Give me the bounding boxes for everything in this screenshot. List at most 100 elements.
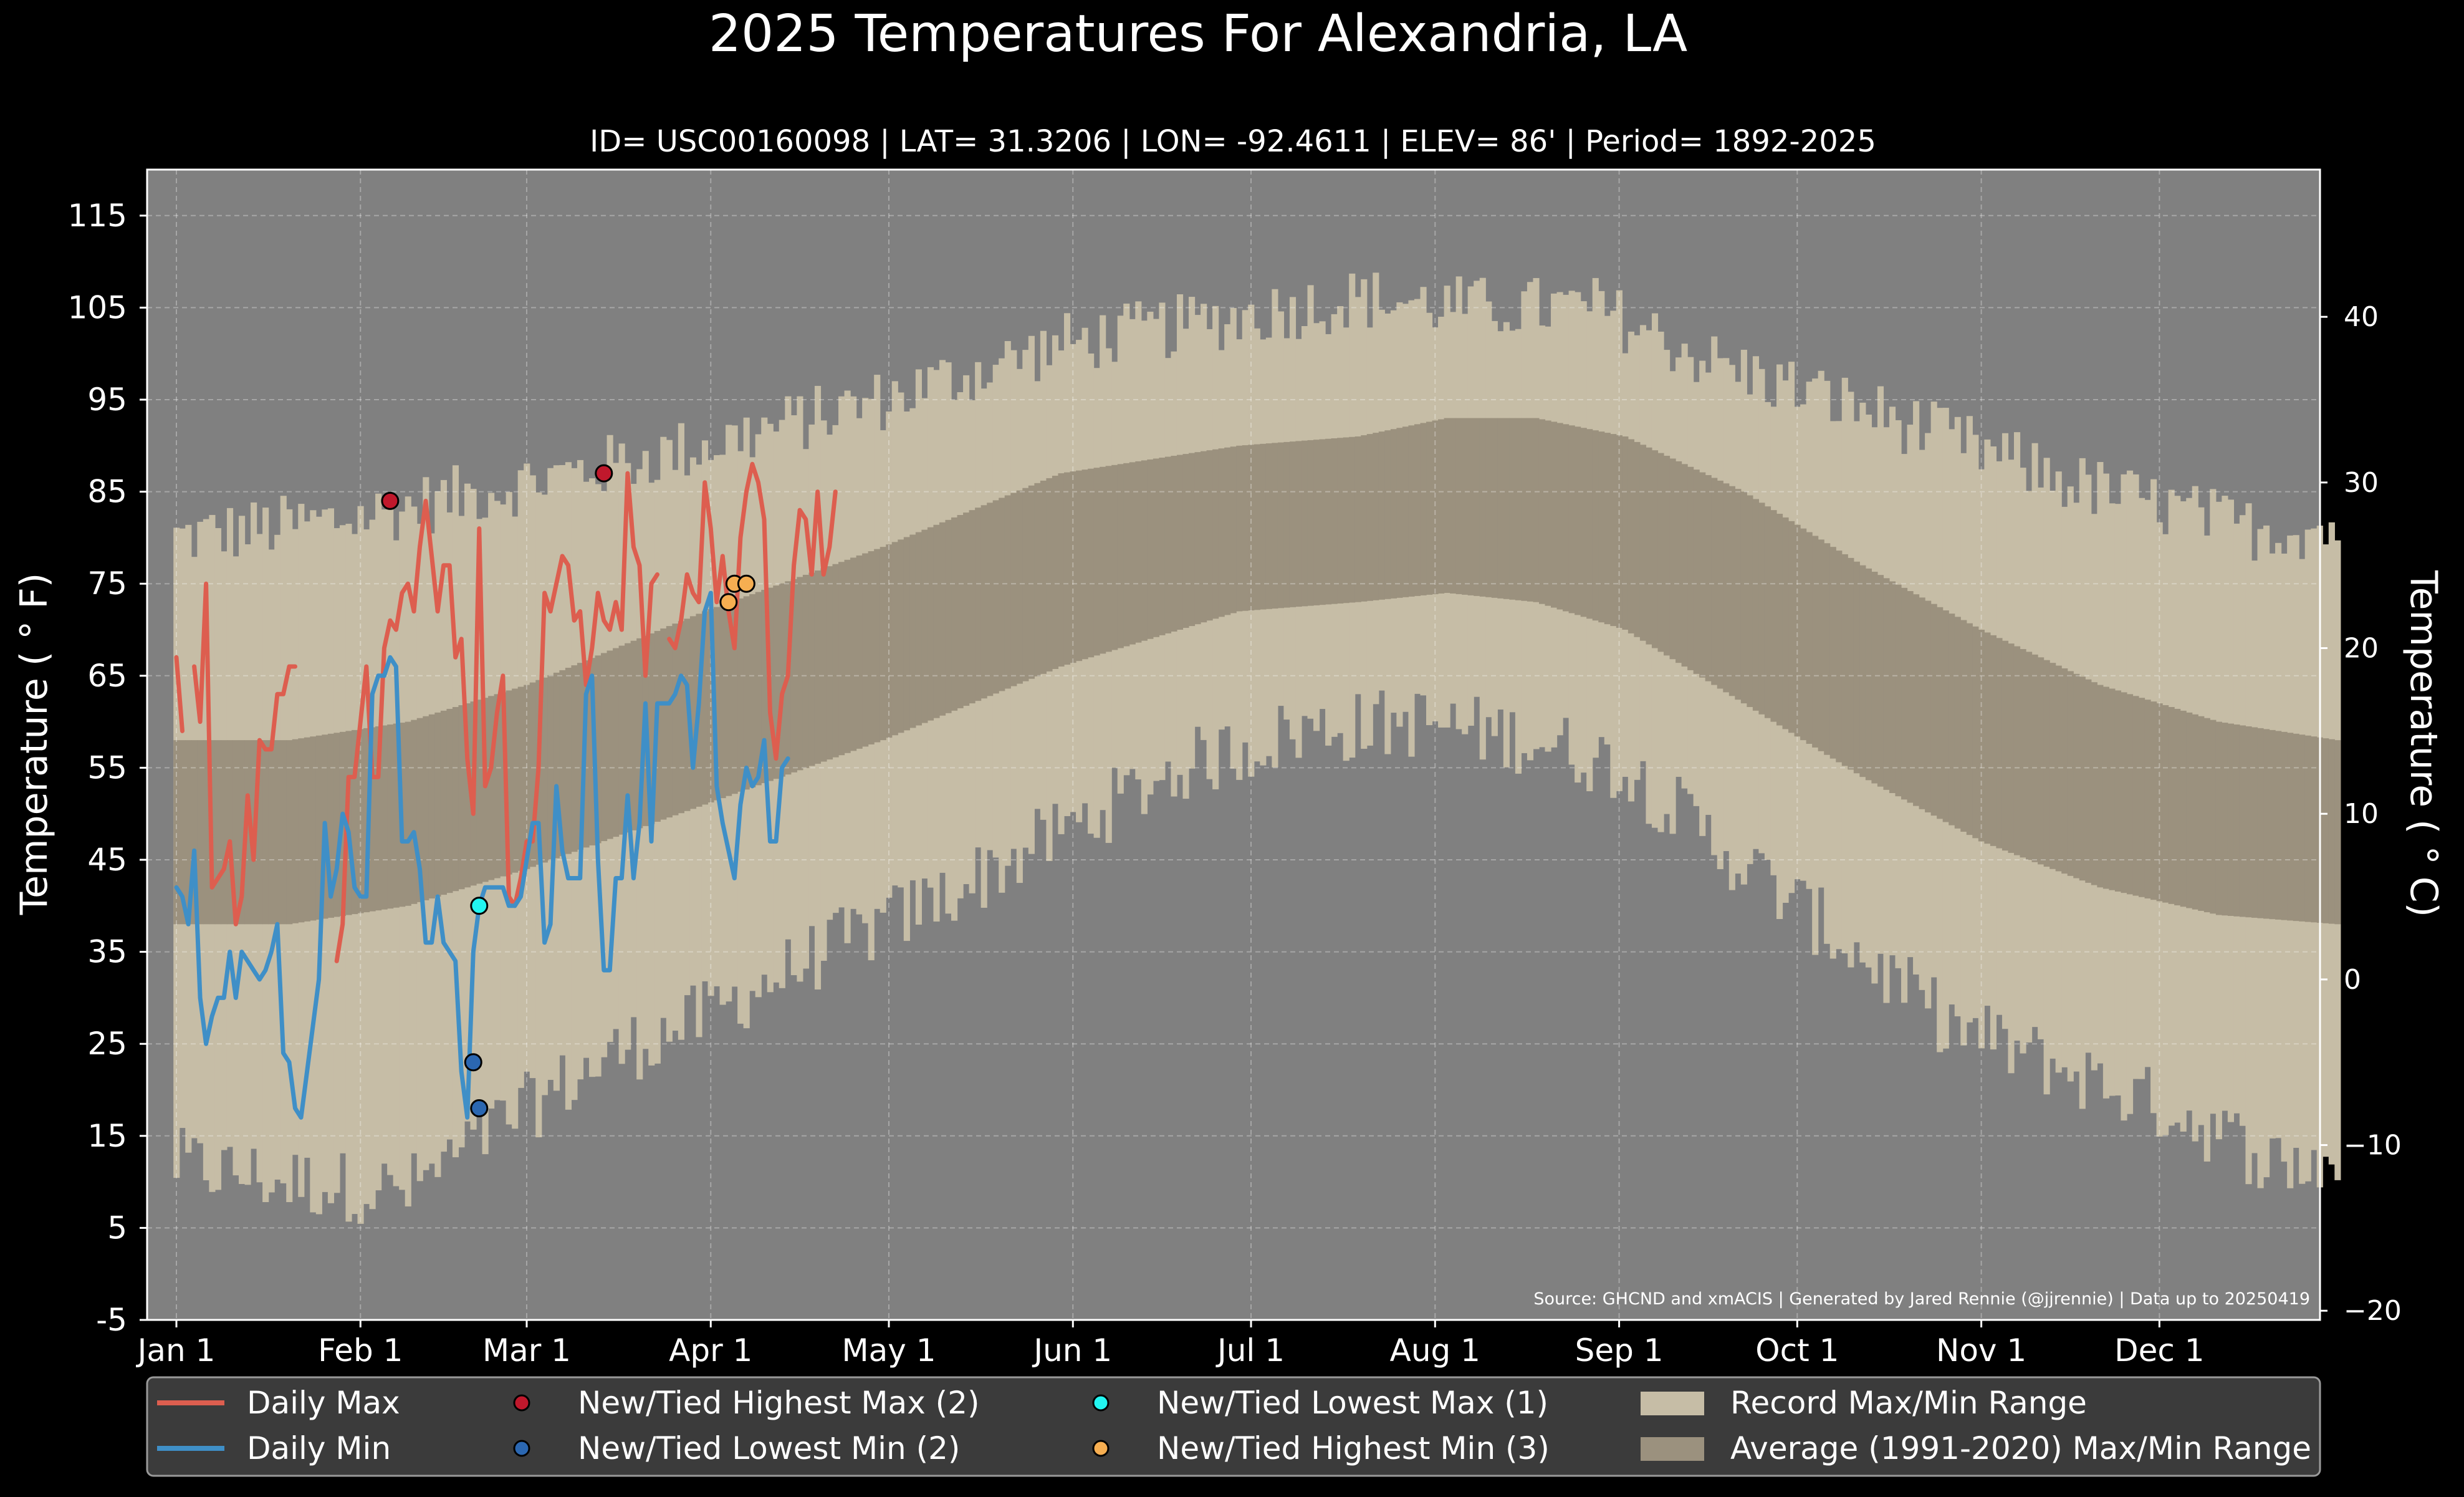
normal-range-bar (726, 602, 732, 796)
normal-range-bar (1521, 418, 1528, 601)
normal-range-bar (494, 694, 501, 878)
x-tick-label: Oct 1 (1755, 1332, 1839, 1369)
normal-range-bar (1212, 449, 1219, 619)
normal-range-bar (999, 498, 1005, 691)
normal-range-bar (298, 738, 305, 923)
normal-range-bar (1651, 450, 1659, 648)
normal-range-bar (2281, 731, 2288, 920)
normal-range-bar (1907, 591, 1914, 803)
normal-range-bar (1164, 456, 1172, 633)
normal-range-bar (2097, 685, 2104, 888)
normal-range-bar (1699, 472, 1706, 678)
normal-range-bar (1996, 638, 2003, 849)
normal-range-bar (327, 733, 335, 918)
normal-range-bar (1420, 423, 1427, 595)
normal-range-bar (2144, 700, 2151, 898)
record-point (464, 1053, 482, 1072)
y-axis-label-celsius: Temperature ( ° C) (2402, 570, 2445, 917)
normal-range-bar (1129, 462, 1136, 645)
normal-range-bar (903, 537, 910, 731)
normal-range-bar (1182, 454, 1189, 628)
normal-range-bar (2085, 679, 2092, 883)
normal-range-bar (2150, 701, 2157, 900)
normal-range-bar (434, 712, 441, 897)
normal-range-bar (1414, 424, 1421, 596)
normal-range-bar (2304, 735, 2311, 922)
normal-range-bar (939, 522, 946, 716)
normal-range-bar (2299, 734, 2306, 922)
normal-range-bar (1735, 489, 1742, 700)
x-tick-label: Jun 1 (1032, 1332, 1112, 1369)
normal-range-bar (1141, 460, 1148, 641)
normal-range-bar (1016, 490, 1023, 684)
normal-range-bar (2038, 657, 2045, 865)
legend-box (146, 1376, 2321, 1477)
normal-range-bar (874, 549, 881, 743)
normal-range-bar (1556, 423, 1563, 610)
normal-range-bar (173, 740, 180, 925)
normal-range-bar (2139, 698, 2145, 897)
normal-range-bar (790, 579, 797, 773)
x-tick-label: Jul 1 (1215, 1332, 1285, 1369)
y-tick-label-c: −10 (2344, 1130, 2402, 1162)
x-tick-label: Feb 1 (318, 1332, 403, 1369)
normal-range-bar (1740, 491, 1747, 704)
normal-range-bar (428, 714, 435, 898)
normal-range-bar (1758, 503, 1765, 715)
normal-range-bar (541, 677, 548, 863)
legend-label: Daily Min (247, 1430, 391, 1466)
normal-range-bar (802, 574, 810, 768)
normal-range-bar (1717, 480, 1723, 689)
normal-range-bar (1527, 418, 1534, 602)
normal-range-bar (1277, 442, 1285, 609)
normal-range-bar (1467, 418, 1474, 595)
y-tick-label-c: 30 (2344, 467, 2379, 499)
normal-range-bar (1752, 499, 1760, 711)
normal-range-bar (2043, 660, 2050, 867)
x-tick-label: Nov 1 (1936, 1332, 2026, 1369)
normal-range-bar (1378, 431, 1385, 600)
normal-range-bar (1224, 447, 1231, 615)
normal-range-bar (1455, 418, 1462, 594)
y-tick-label-f: 115 (68, 198, 127, 234)
normal-range-bar (1063, 472, 1071, 665)
y-tick-label-f: 85 (87, 474, 127, 510)
normal-range-bar (517, 686, 524, 871)
normal-range-bar (595, 655, 602, 844)
normal-range-bar (856, 555, 863, 749)
normal-range-bar (2020, 648, 2026, 858)
normal-range-bar (779, 583, 785, 777)
normal-range-bar (2168, 706, 2175, 904)
y-tick-label-f: -5 (96, 1302, 127, 1338)
normal-range-bar (1153, 458, 1159, 637)
normal-range-bar (286, 740, 293, 925)
normal-range-bar (1836, 551, 1843, 763)
normal-range-bar (1390, 429, 1397, 599)
normal-range-bar (957, 514, 964, 708)
legend-dot-swatch (513, 1394, 530, 1412)
y-axis-label-fahrenheit: Temperature ( ° F) (12, 573, 56, 916)
normal-range-bar (1438, 419, 1445, 594)
normal-range-bar (2222, 723, 2228, 916)
normal-range-bar (1289, 441, 1297, 607)
normal-range-bar (1004, 495, 1011, 689)
normal-range-bar (714, 607, 721, 801)
legend-patch-swatch (1641, 1437, 1704, 1461)
normal-range-bar (1800, 528, 1807, 741)
normal-range-bar (1711, 478, 1718, 685)
normal-range-bar (512, 688, 519, 873)
normal-range-bar (1806, 532, 1813, 744)
normal-range-bar (1669, 458, 1676, 660)
normal-range-bar (1052, 476, 1059, 669)
normal-range-bar (524, 685, 530, 869)
normal-range-bar (2073, 673, 2080, 878)
legend-label: Average (1991-2020) Max/Min Range (1730, 1430, 2311, 1466)
normal-range-bar (927, 527, 934, 721)
normal-range-bar (2192, 714, 2198, 910)
normal-range-bar (529, 682, 536, 867)
normal-range-bar (1901, 587, 1908, 800)
daily-max-line (667, 461, 838, 761)
normal-range-bar (2126, 694, 2134, 895)
normal-range-bar (2121, 692, 2127, 893)
normal-range-bar (221, 740, 228, 925)
